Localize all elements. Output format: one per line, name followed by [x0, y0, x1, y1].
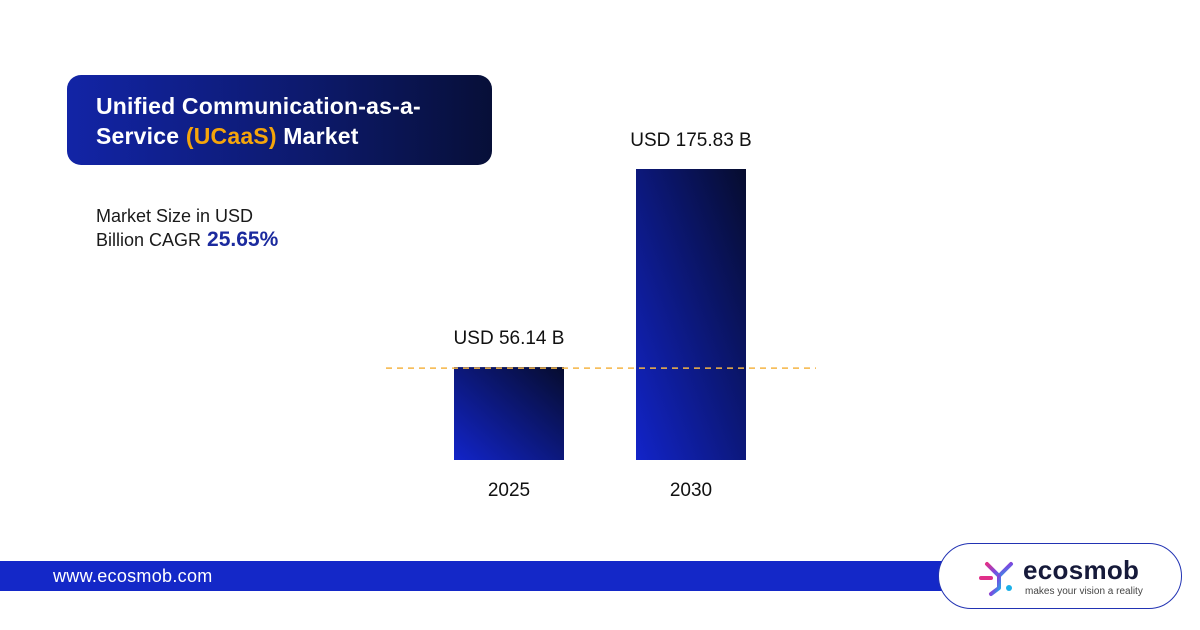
- title-line-1: Unified Communication-as-a-: [96, 93, 421, 119]
- brand-logo: ecosmob makes your vision a reality: [938, 543, 1182, 609]
- bars-layer: [454, 169, 746, 460]
- logo-tagline: makes your vision a reality: [1025, 586, 1143, 597]
- cagr-value: 25.65%: [207, 228, 279, 251]
- bar-2030: [636, 169, 746, 460]
- tick-label-2030: 2030: [670, 480, 712, 501]
- title-prefix: Service: [96, 123, 186, 149]
- website-link[interactable]: www.ecosmob.com: [53, 566, 213, 586]
- bar-2025: [454, 367, 564, 460]
- data-label-2030: USD 175.83 B: [630, 130, 751, 151]
- title-banner: Unified Communication-as-a- Service (UCa…: [67, 75, 492, 165]
- tick-label-2025: 2025: [488, 480, 530, 501]
- footer-bar: www.ecosmob.com: [0, 561, 960, 591]
- market-size-caption: Market Size in USD Billion CAGR 25.65%: [96, 204, 278, 252]
- title-line-2: Service (UCaaS) Market: [96, 121, 470, 151]
- title-suffix: Market: [276, 123, 359, 149]
- data-label-2025: USD 56.14 B: [454, 328, 565, 349]
- caption-cagr-label: Billion CAGR: [96, 230, 202, 250]
- caption-line-2: Billion CAGR 25.65%: [96, 228, 278, 252]
- labels-layer: USD 56.14 B 2025 USD 175.83 B 2030: [454, 130, 752, 501]
- logo-wordmark: ecosmob: [1023, 555, 1140, 585]
- title-accent: (UCaaS): [185, 123, 277, 149]
- ecosmob-logo-icon: [979, 562, 1013, 596]
- caption-line-1: Market Size in USD: [96, 206, 254, 226]
